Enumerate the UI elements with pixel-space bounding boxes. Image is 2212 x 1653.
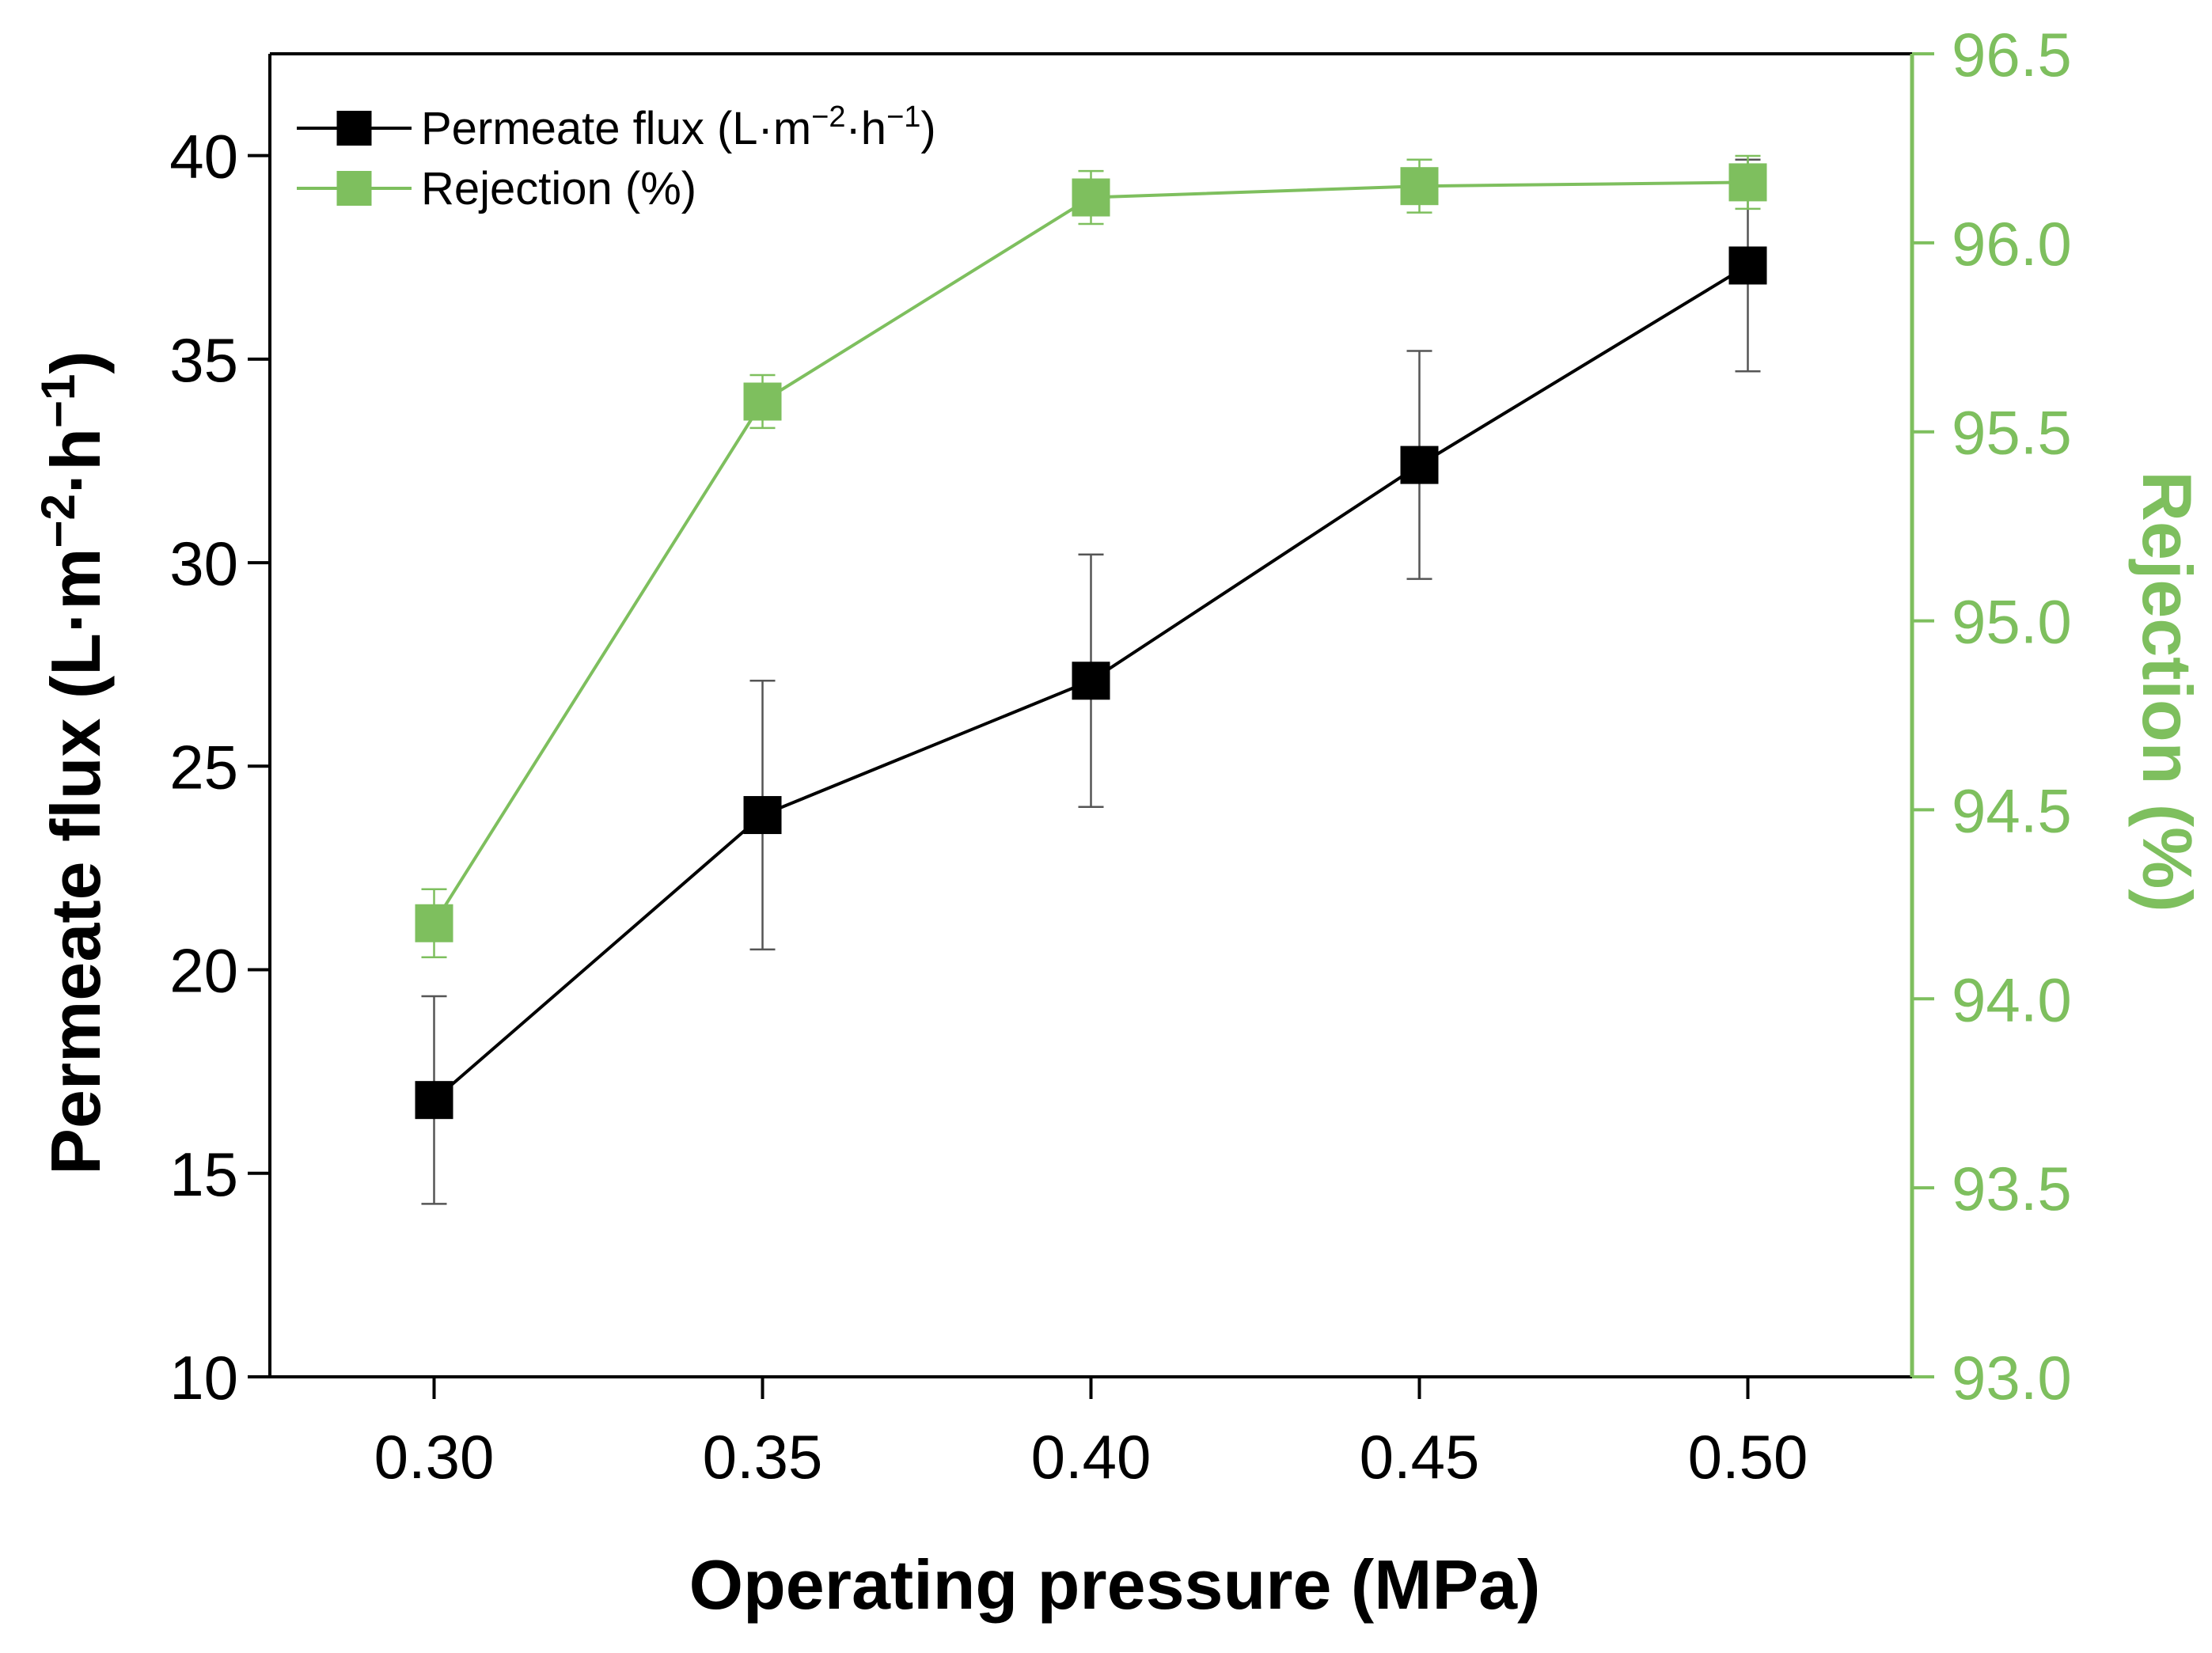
y2-tick-label: 94.5 bbox=[1952, 775, 2072, 845]
y2-tick-label: 93.0 bbox=[1952, 1343, 2072, 1412]
x-axis-title: Operating pressure (MPa) bbox=[689, 1545, 1541, 1624]
y-tick-label: 20 bbox=[169, 936, 238, 1006]
y-tick-label: 35 bbox=[169, 325, 238, 395]
legend-marker-1 bbox=[336, 171, 372, 206]
x-tick-label: 0.35 bbox=[703, 1422, 823, 1492]
data-point bbox=[743, 796, 782, 835]
y-tick-label: 25 bbox=[169, 732, 238, 802]
y2-tick-label: 95.5 bbox=[1952, 398, 2072, 468]
legend-label-rejection: Rejection (%) bbox=[421, 163, 696, 214]
y2-tick-label: 96.5 bbox=[1952, 20, 2072, 89]
x-tick-label: 0.50 bbox=[1688, 1422, 1808, 1492]
data-point bbox=[415, 904, 453, 942]
legend-marker-0 bbox=[336, 111, 372, 146]
data-point bbox=[1728, 246, 1767, 285]
y2-tick-label: 94.0 bbox=[1952, 965, 2072, 1034]
y-axis-title: Permeate flux (L·m−2·h−1) bbox=[32, 351, 115, 1174]
x-tick-label: 0.40 bbox=[1031, 1422, 1152, 1492]
y2-tick-label: 95.0 bbox=[1952, 587, 2072, 657]
data-point bbox=[1072, 662, 1110, 700]
y2-axis-title: Rejection (%) bbox=[2128, 471, 2206, 912]
y-tick-label: 15 bbox=[169, 1139, 238, 1209]
y-tick-label: 10 bbox=[169, 1343, 238, 1412]
data-point bbox=[743, 382, 782, 421]
data-point bbox=[1400, 167, 1439, 206]
y2-tick-label: 96.0 bbox=[1952, 209, 2072, 279]
y-tick-label: 40 bbox=[169, 122, 238, 191]
legend-label-flux: Permeate flux (L·m−2·h−1) bbox=[421, 100, 936, 154]
series-line-1 bbox=[432, 180, 1748, 924]
data-point bbox=[415, 1081, 453, 1120]
y-tick-label: 30 bbox=[169, 529, 238, 598]
data-point bbox=[1400, 445, 1439, 484]
x-tick-label: 0.45 bbox=[1360, 1422, 1480, 1492]
data-point bbox=[1728, 163, 1767, 202]
data-point bbox=[1072, 178, 1110, 217]
x-tick-label: 0.30 bbox=[374, 1422, 495, 1492]
y2-tick-label: 93.5 bbox=[1952, 1154, 2072, 1223]
